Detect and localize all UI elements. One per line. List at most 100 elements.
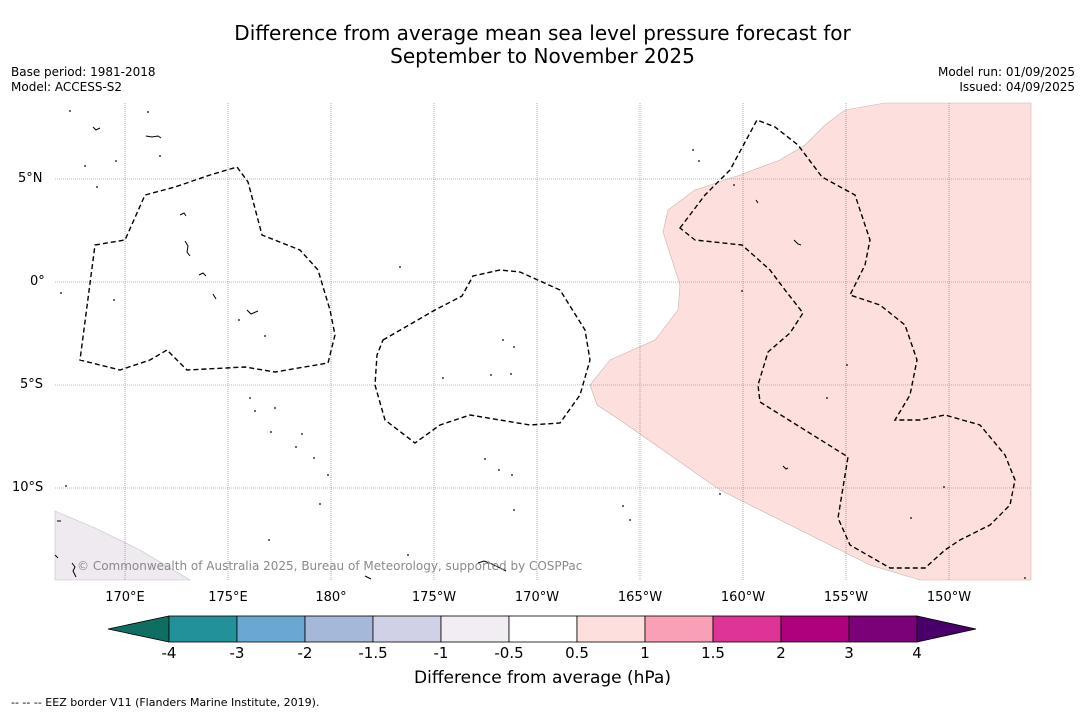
islet <box>622 505 624 507</box>
islet <box>741 290 743 292</box>
positive-anomaly-region <box>589 102 1032 581</box>
colorbar-extend-min <box>107 615 170 643</box>
colorbar-swatch <box>304 615 374 643</box>
island <box>92 126 101 131</box>
colorbar-tick-label: 4 <box>912 644 922 662</box>
small-islets <box>60 110 1026 579</box>
colorbar-tick-label: 0.5 <box>565 644 589 662</box>
islet <box>1024 577 1026 579</box>
colorbar-swatch <box>508 615 578 643</box>
islet <box>238 319 240 321</box>
lon-label-175e: 175°E <box>208 590 248 605</box>
islet <box>826 397 828 399</box>
islet <box>327 474 329 476</box>
islet <box>264 335 266 337</box>
islet <box>442 377 444 379</box>
islet <box>96 186 98 188</box>
eez-borders <box>79 119 1016 569</box>
eez-phoenix <box>374 269 591 444</box>
issued-date: Issued: 04/09/2025 <box>959 80 1075 94</box>
islet <box>692 149 694 151</box>
lon-label-150w: 150°W <box>926 590 972 605</box>
islet <box>270 431 272 433</box>
island <box>246 309 259 315</box>
colorbar-tick-label: 3 <box>844 644 854 662</box>
meta-right: Model run: 01/09/2025 Issued: 04/09/2025 <box>938 65 1075 95</box>
colorbar-swatch <box>576 615 646 643</box>
colorbar-swatch <box>236 615 306 643</box>
islet <box>733 184 735 186</box>
colorbar-tick-label: 1.5 <box>701 644 725 662</box>
eez-footnote: -- -- -- EEZ border V11 (Flanders Marine… <box>11 696 320 709</box>
island <box>71 562 77 578</box>
islet <box>65 485 67 487</box>
lon-label-165w: 165°W <box>617 590 663 605</box>
islet <box>910 517 912 519</box>
islet <box>399 266 401 268</box>
islet <box>313 457 315 459</box>
colorbar-title: Difference from average (hPa) <box>414 668 671 688</box>
colorbar-extend-max <box>916 615 977 643</box>
island <box>755 199 759 204</box>
model-run: Model run: 01/09/2025 <box>937 65 1075 79</box>
eez-kiribati-gilbert <box>79 166 336 373</box>
island <box>179 212 187 217</box>
islet <box>943 486 945 488</box>
islet <box>513 509 515 511</box>
islet <box>249 397 251 399</box>
island <box>145 135 162 139</box>
islet <box>319 503 321 505</box>
colorbar-swatch <box>848 615 918 643</box>
islet <box>498 469 500 471</box>
colorbar-swatch <box>372 615 442 643</box>
islet <box>115 160 117 162</box>
island <box>184 240 191 257</box>
islet <box>698 160 700 162</box>
islet <box>254 410 256 412</box>
meta-left: Base period: 1981-2018 Model: ACCESS-S2 <box>11 65 156 95</box>
negative-anomaly-region <box>54 510 192 581</box>
islet <box>484 458 486 460</box>
model-name: Model: ACCESS-S2 <box>11 80 123 94</box>
map-area <box>54 102 1032 581</box>
islet <box>69 110 71 112</box>
lat-label-5s: 5°S <box>20 377 44 392</box>
islet <box>490 374 492 376</box>
colorbar-tick-label: 2 <box>776 644 786 662</box>
copyright-notice: © Commonwealth of Australia 2025, Bureau… <box>77 559 583 573</box>
colorbar-tick-label: 1 <box>640 644 650 662</box>
islet <box>513 346 515 348</box>
base-period: Base period: 1981-2018 <box>11 65 156 79</box>
island <box>198 272 207 277</box>
island <box>54 554 59 559</box>
islet <box>301 433 303 435</box>
lon-label-180: 180° <box>315 590 347 605</box>
island <box>782 465 789 470</box>
islet <box>629 519 631 521</box>
islet <box>846 364 848 366</box>
lon-label-175w: 175°W <box>411 590 457 605</box>
colorbar-swatch <box>440 615 510 643</box>
map-title: Difference from average mean sea level p… <box>0 22 1085 68</box>
islet <box>268 539 270 541</box>
lat-label-5n: 5°N <box>18 171 43 186</box>
islet <box>113 299 115 301</box>
lon-label-170w: 170°W <box>514 590 560 605</box>
lon-label-170e: 170°E <box>105 590 145 605</box>
colorbar-tick-label: -0.5 <box>494 644 524 662</box>
islet <box>60 292 62 294</box>
lat-label-0: 0° <box>30 274 45 289</box>
title-line-2: September to November 2025 <box>390 44 695 68</box>
colorbar-swatch <box>644 615 714 643</box>
islet <box>159 155 161 157</box>
colorbar-tick-label: -1 <box>433 644 449 662</box>
title-line-1: Difference from average mean sea level p… <box>234 21 851 45</box>
island <box>793 239 802 246</box>
island <box>364 575 372 580</box>
colorbar-swatch <box>780 615 850 643</box>
islet <box>510 373 512 375</box>
colorbar-boxes <box>107 615 977 643</box>
colorbar-tick-label: -1.5 <box>358 644 388 662</box>
eez-line-islands <box>679 119 1016 569</box>
